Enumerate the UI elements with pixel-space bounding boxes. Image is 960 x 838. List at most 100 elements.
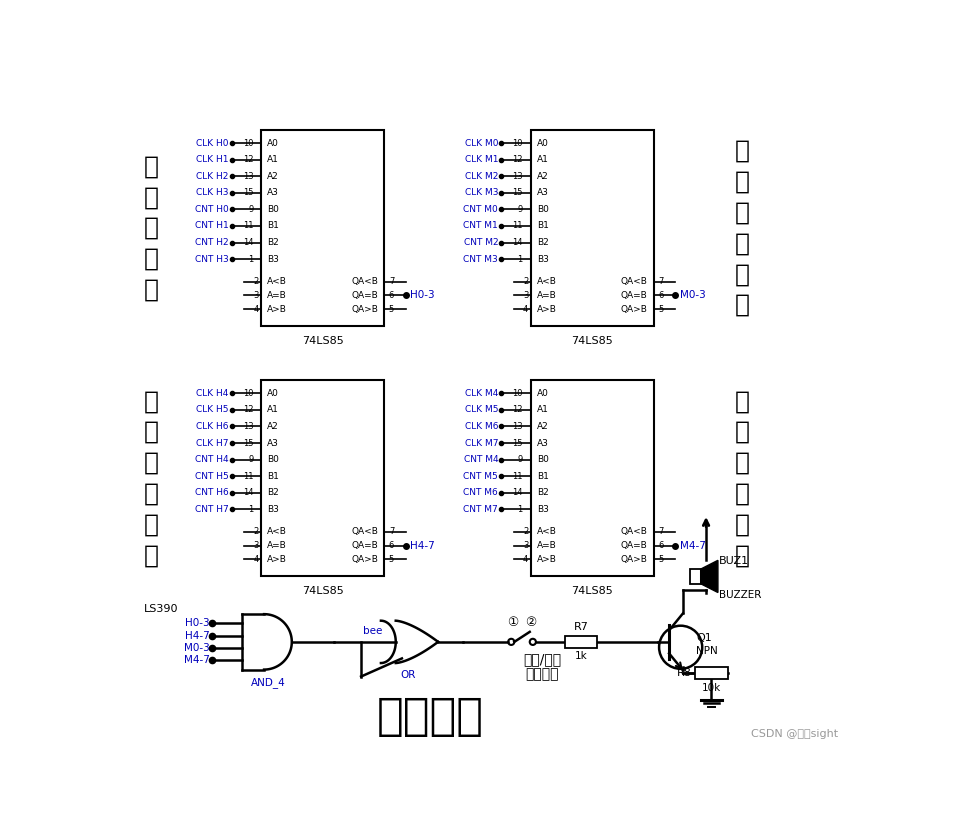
Text: CNT M3: CNT M3	[464, 255, 498, 264]
Text: B0: B0	[267, 205, 279, 214]
Text: ②: ②	[525, 616, 536, 629]
Text: 低: 低	[734, 170, 750, 194]
Text: 4: 4	[253, 555, 258, 564]
Text: BUZZER: BUZZER	[719, 590, 761, 599]
Text: CNT H1: CNT H1	[195, 221, 228, 230]
Text: 3: 3	[253, 541, 258, 550]
Text: CLK H1: CLK H1	[196, 155, 228, 164]
Text: QA>B: QA>B	[621, 555, 648, 564]
Text: 四: 四	[734, 451, 750, 475]
Text: A2: A2	[267, 422, 279, 431]
Text: M0-3: M0-3	[183, 643, 209, 653]
Text: 9: 9	[517, 205, 523, 214]
Text: QA<B: QA<B	[621, 527, 648, 536]
Text: CLK M7: CLK M7	[465, 438, 498, 447]
Text: 2: 2	[523, 277, 528, 286]
Text: 报时电路: 报时电路	[377, 695, 484, 738]
Text: 13: 13	[243, 172, 253, 181]
Text: CNT H4: CNT H4	[195, 455, 228, 464]
Text: 分: 分	[734, 389, 750, 413]
Text: 分: 分	[734, 139, 750, 163]
Text: H4-7: H4-7	[184, 631, 209, 641]
Text: 高: 高	[734, 420, 750, 444]
Text: 2: 2	[523, 527, 528, 536]
Text: A0: A0	[267, 389, 279, 398]
Text: A<B: A<B	[267, 277, 287, 286]
Text: 6: 6	[389, 291, 395, 300]
Text: 74LS85: 74LS85	[571, 336, 613, 346]
Text: 14: 14	[243, 238, 253, 247]
Text: CNT H6: CNT H6	[195, 489, 228, 497]
Text: 5: 5	[389, 305, 394, 313]
Text: 比: 比	[734, 262, 750, 287]
Text: AND_4: AND_4	[251, 677, 285, 688]
Text: bee: bee	[363, 627, 382, 637]
Text: LS390: LS390	[144, 603, 179, 613]
Text: QA>B: QA>B	[621, 305, 648, 313]
Text: 7: 7	[389, 277, 395, 286]
Text: 10: 10	[243, 389, 253, 398]
Text: A1: A1	[267, 155, 279, 164]
Text: 1k: 1k	[575, 651, 588, 661]
Text: A1: A1	[267, 406, 279, 415]
Text: A3: A3	[537, 189, 548, 197]
Text: M4-7: M4-7	[680, 541, 706, 551]
Text: 7: 7	[389, 527, 395, 536]
Text: 5: 5	[389, 555, 394, 564]
Text: 比: 比	[144, 247, 159, 271]
Text: QA>B: QA>B	[351, 555, 378, 564]
Text: 15: 15	[513, 189, 523, 197]
Text: QA=B: QA=B	[351, 291, 378, 300]
Text: QA>B: QA>B	[351, 305, 378, 313]
Text: A=B: A=B	[537, 291, 557, 300]
Bar	[261, 130, 384, 326]
Text: A1: A1	[537, 406, 548, 415]
Text: A0: A0	[537, 138, 548, 147]
Text: A3: A3	[537, 438, 548, 447]
Text: A1: A1	[537, 155, 548, 164]
Text: 14: 14	[243, 489, 253, 497]
Text: A3: A3	[267, 189, 279, 197]
Text: 6: 6	[659, 291, 663, 300]
Text: OR: OR	[400, 670, 416, 680]
Text: 3: 3	[523, 541, 528, 550]
Text: 5: 5	[659, 555, 663, 564]
Text: QA=B: QA=B	[621, 291, 648, 300]
Bar	[690, 569, 701, 584]
Text: 15: 15	[243, 438, 253, 447]
Text: CNT H2: CNT H2	[195, 238, 228, 247]
Text: 10: 10	[513, 389, 523, 398]
Text: A2: A2	[267, 172, 279, 181]
Text: A>B: A>B	[267, 555, 287, 564]
Text: CLK M0: CLK M0	[465, 138, 498, 147]
Text: 位: 位	[144, 216, 159, 240]
Text: 12: 12	[513, 406, 523, 415]
Text: BUZ1: BUZ1	[719, 556, 749, 566]
Text: R8: R8	[678, 668, 692, 678]
Text: CNT M4: CNT M4	[464, 455, 498, 464]
Text: A0: A0	[537, 389, 548, 398]
Text: 7: 7	[659, 527, 663, 536]
Text: QA<B: QA<B	[351, 527, 378, 536]
Text: ①: ①	[507, 616, 518, 629]
Text: A=B: A=B	[267, 541, 287, 550]
Text: 整点/闹钟: 整点/闹钟	[523, 652, 561, 666]
Text: 9: 9	[517, 455, 523, 464]
Text: CNT H5: CNT H5	[195, 472, 228, 481]
Text: B1: B1	[267, 221, 279, 230]
Text: 4: 4	[523, 305, 528, 313]
Text: CLK H0: CLK H0	[196, 138, 228, 147]
Text: 6: 6	[389, 541, 395, 550]
Text: 2: 2	[253, 277, 258, 286]
Text: CLK H3: CLK H3	[196, 189, 228, 197]
Text: B2: B2	[267, 238, 279, 247]
Text: 1: 1	[517, 504, 523, 514]
Text: 13: 13	[513, 422, 523, 431]
Text: B2: B2	[267, 489, 279, 497]
Text: B2: B2	[537, 238, 548, 247]
Text: Q1: Q1	[696, 633, 711, 643]
Text: 四: 四	[144, 451, 159, 475]
Text: M4-7: M4-7	[183, 655, 209, 665]
Text: 12: 12	[513, 155, 523, 164]
Text: 4: 4	[523, 555, 528, 564]
